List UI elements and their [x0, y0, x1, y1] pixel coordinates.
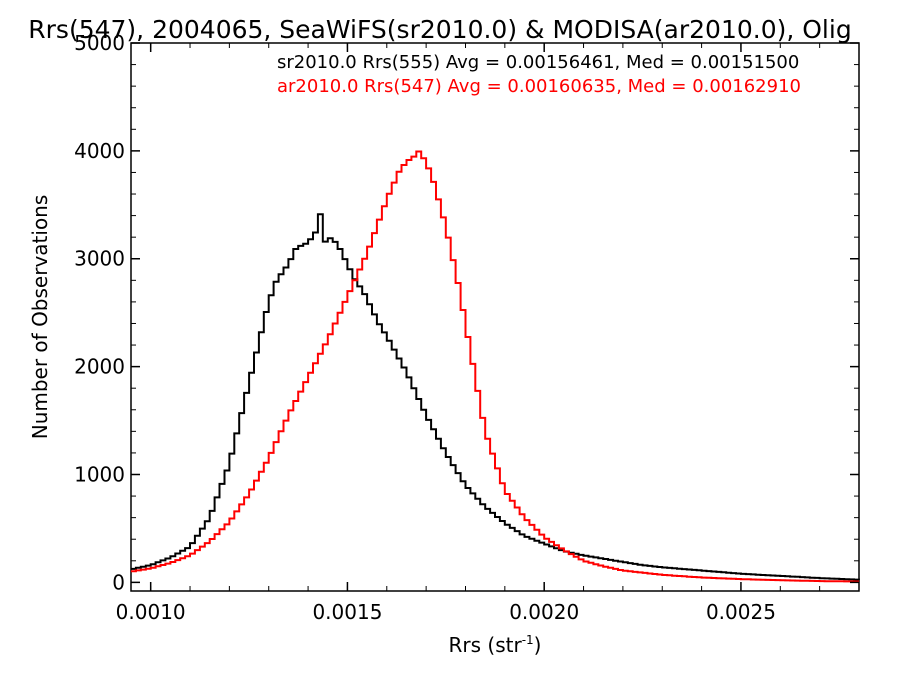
- y-tick-label: 4000: [74, 139, 125, 163]
- y-tick-label: 3000: [74, 247, 125, 271]
- x-axis-label: Rrs (str-1): [449, 633, 542, 657]
- x-tick-label: 0.0020: [509, 600, 579, 624]
- series-line-2: [131, 150, 859, 583]
- y-tick-label: 1000: [74, 462, 125, 486]
- y-axis-label: Number of Observations: [28, 195, 52, 440]
- y-tick-label: 2000: [74, 355, 125, 379]
- series-layer: [131, 150, 860, 583]
- y-tick-label: 0: [112, 570, 125, 594]
- plot-frame: [130, 42, 860, 592]
- y-tick-label: 5000: [74, 31, 125, 55]
- axis-ticks: [131, 42, 860, 591]
- series-line-1: [131, 213, 860, 581]
- legend-entry-1: sr2010.0 Rrs(555) Avg = 0.00156461, Med …: [277, 52, 799, 73]
- x-tick-label: 0.0025: [706, 600, 776, 624]
- axis-tick-labels: 0.0010 0.0015 0.0020 0.0025 0 1000 2000 3000 400…: [74, 31, 776, 624]
- chart-title: Rrs(547), 2004065, SeaWiFS(sr2010.0) & M…: [28, 15, 851, 44]
- legend-entry-2: ar2010.0 Rrs(547) Avg = 0.00160635, Med …: [277, 76, 801, 97]
- x-tick-label: 0.0015: [312, 600, 382, 624]
- legend: sr2010.0 Rrs(555) Avg = 0.00156461, Med …: [277, 52, 801, 97]
- x-tick-label: 0.0010: [116, 600, 186, 624]
